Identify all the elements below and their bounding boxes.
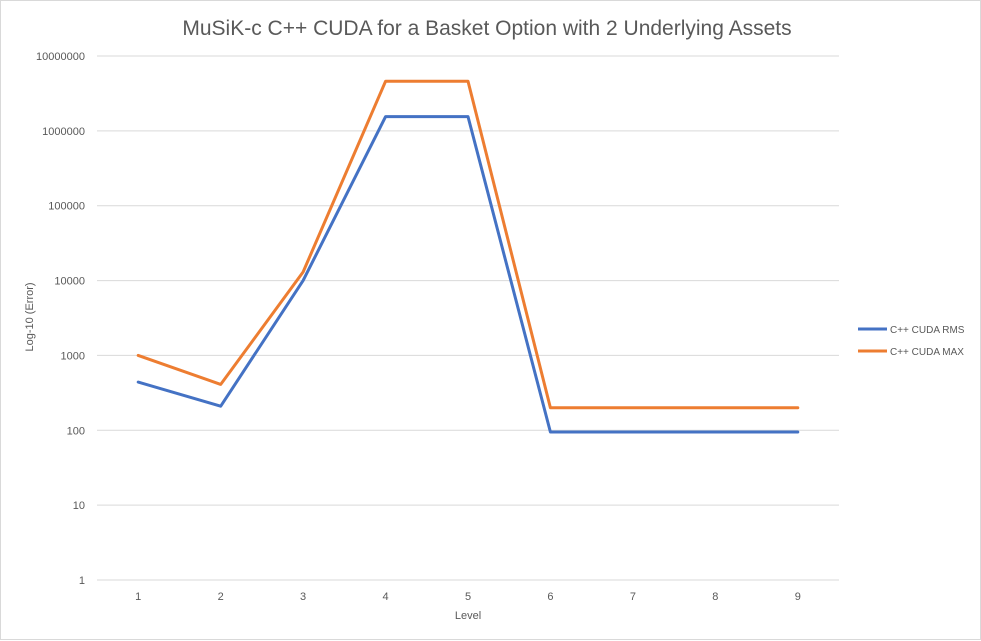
x-tick-label: 6 (547, 591, 553, 603)
y-tick-label: 10000 (54, 276, 85, 288)
y-tick-label: 10000000 (36, 51, 85, 63)
chart-title: MuSiK-c C++ CUDA for a Basket Option wit… (182, 17, 791, 40)
series-lines (136, 79, 800, 434)
x-tick-label: 7 (630, 591, 636, 603)
legend: C++ CUDA RMS C++ CUDA MAX (858, 325, 965, 358)
legend-label: C++ CUDA MAX (890, 347, 964, 358)
x-tick-label: 8 (712, 591, 718, 603)
y-tick-label: 1 (79, 575, 85, 587)
series-line-max (136, 79, 800, 410)
x-axis-ticks: 1 2 3 4 5 6 7 8 9 (135, 591, 801, 603)
gridlines (97, 55, 839, 581)
x-axis-title: Level (455, 610, 481, 622)
x-tick-label: 1 (135, 591, 141, 603)
x-tick-label: 2 (218, 591, 224, 603)
y-tick-label: 1000 (61, 350, 85, 362)
y-axis-ticks: 1 10 100 1000 10000 100000 1000000 10000000 (36, 51, 85, 587)
y-axis-title: Log-10 (Error) (24, 282, 36, 351)
x-tick-label: 4 (382, 591, 388, 603)
x-tick-label: 9 (795, 591, 801, 603)
x-tick-label: 5 (465, 591, 471, 603)
y-tick-label: 10 (73, 500, 85, 512)
y-tick-label: 100 (67, 425, 85, 437)
y-tick-label: 1000000 (42, 126, 85, 138)
series-line-rms (136, 115, 800, 434)
legend-label: C++ CUDA RMS (890, 325, 965, 336)
y-tick-label: 100000 (48, 201, 85, 213)
x-tick-label: 3 (300, 591, 306, 603)
